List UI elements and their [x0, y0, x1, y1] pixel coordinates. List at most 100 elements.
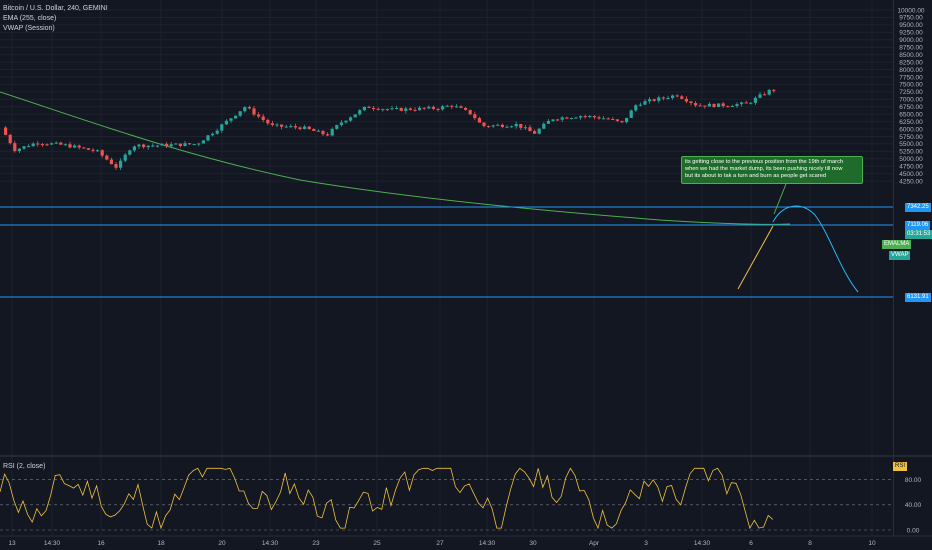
candle-body [224, 120, 228, 125]
time-tick-label: 14:30 [44, 540, 61, 547]
candle-body [229, 118, 233, 121]
candle-body [109, 159, 113, 165]
candle-body [169, 144, 173, 147]
rsi-tick-label: 80.00 [905, 477, 922, 484]
time-tick-label: 25 [373, 540, 381, 547]
time-tick-label: Apr [589, 540, 600, 547]
candle-body [698, 105, 702, 107]
candle-body [606, 118, 610, 120]
candle-body [215, 130, 219, 134]
time-tick-label: 20 [218, 540, 226, 547]
candle-body [565, 117, 569, 119]
candle-body [574, 117, 578, 119]
candle-body [31, 143, 35, 147]
price-tick-label: 7750.00 [899, 74, 923, 81]
candle-body [206, 135, 210, 141]
price-axis[interactable]: 10000.009750.009500.009250.009000.008750… [897, 7, 924, 534]
candle-body [289, 126, 293, 128]
candle-body [4, 127, 8, 135]
horizontal-lines[interactable] [0, 206, 893, 298]
candle-body [657, 97, 661, 101]
candle-body [326, 134, 330, 136]
time-tick-label: 14:30 [694, 540, 711, 547]
candle-body [238, 111, 242, 116]
rsi-tick-label: 0.00 [907, 527, 920, 534]
candle-body [510, 126, 514, 128]
candle-body [54, 142, 58, 144]
candle-body [91, 149, 95, 151]
candle-body [390, 108, 394, 110]
rsi-legend[interactable]: RSI (2, close) [3, 463, 46, 470]
candle-body [201, 140, 205, 144]
candle-body [542, 123, 546, 129]
price-tick-label: 6250.00 [899, 119, 923, 126]
candle-body [197, 143, 201, 145]
candle-body [73, 145, 77, 148]
candlestick-series [4, 88, 776, 171]
candle-body [82, 147, 86, 149]
ema-legend[interactable]: EMA (255, close) [3, 15, 57, 22]
candle-body [445, 105, 449, 107]
candle-body [96, 150, 100, 152]
candle-body [473, 114, 477, 119]
price-tick-label: 9500.00 [899, 22, 923, 29]
candle-body [436, 108, 440, 110]
countdown-tag: 03:31:53 [905, 230, 932, 239]
candle-body [128, 150, 132, 155]
time-tick-label: 16 [97, 540, 105, 547]
candle-body [652, 99, 656, 101]
time-axis[interactable]: 13 14:30 16 18 20 14:30 23 25 27 14:30 30 Apr 3 14:30… [8, 540, 876, 547]
candle-body [638, 104, 642, 106]
price-tick-label: 8000.00 [899, 67, 923, 74]
candle-body [234, 115, 238, 119]
candle-body [358, 110, 362, 115]
candle-body [523, 127, 527, 129]
candle-body [772, 89, 776, 91]
candle-body [620, 120, 624, 123]
candle-body [528, 127, 532, 132]
candle-body [753, 97, 757, 103]
candle-body [533, 131, 537, 134]
vwap-legend[interactable]: VWAP (Session) [3, 25, 55, 32]
ema-line [0, 91, 791, 225]
price-tick-label: 5250.00 [899, 149, 923, 156]
symbol-legend[interactable]: Bitcoin / U.S. Dollar, 240, GEMINI [3, 5, 108, 12]
annotation-callout[interactable]: its getting close to the previous positi… [681, 156, 863, 184]
candle-body [275, 124, 279, 126]
price-tick-label: 7000.00 [899, 97, 923, 104]
candle-body [8, 134, 12, 144]
candle-body [321, 130, 325, 135]
candle-body [671, 95, 675, 99]
candle-body [165, 143, 169, 147]
candle-body [183, 143, 187, 147]
candle-body [399, 107, 403, 111]
candle-body [569, 117, 573, 119]
candle-body [730, 106, 734, 108]
candle-body [468, 109, 472, 115]
candle-body [132, 146, 136, 151]
candle-body [188, 143, 192, 145]
candle-body [450, 105, 454, 107]
candle-body [353, 114, 357, 118]
candle-body [261, 116, 265, 120]
drawings[interactable] [737, 183, 859, 293]
candle-body [712, 103, 716, 107]
candle-body [146, 145, 150, 148]
candle-body [726, 106, 730, 108]
candle-body [178, 143, 182, 147]
candle-body [349, 117, 353, 121]
price-tick-label: 5000.00 [899, 156, 923, 163]
vwap-tag: VWAP [889, 251, 911, 260]
candle-body [487, 126, 491, 128]
candle-body [257, 114, 261, 117]
ema-tag: EMALMA [882, 240, 912, 249]
candle-body [514, 124, 518, 127]
candle-body [583, 116, 587, 118]
candle-body [376, 108, 380, 110]
candle-body [459, 106, 463, 108]
candle-body [303, 126, 307, 130]
time-tick-label: 14:30 [262, 540, 279, 547]
candle-body [266, 119, 270, 124]
candle-body [491, 125, 495, 127]
